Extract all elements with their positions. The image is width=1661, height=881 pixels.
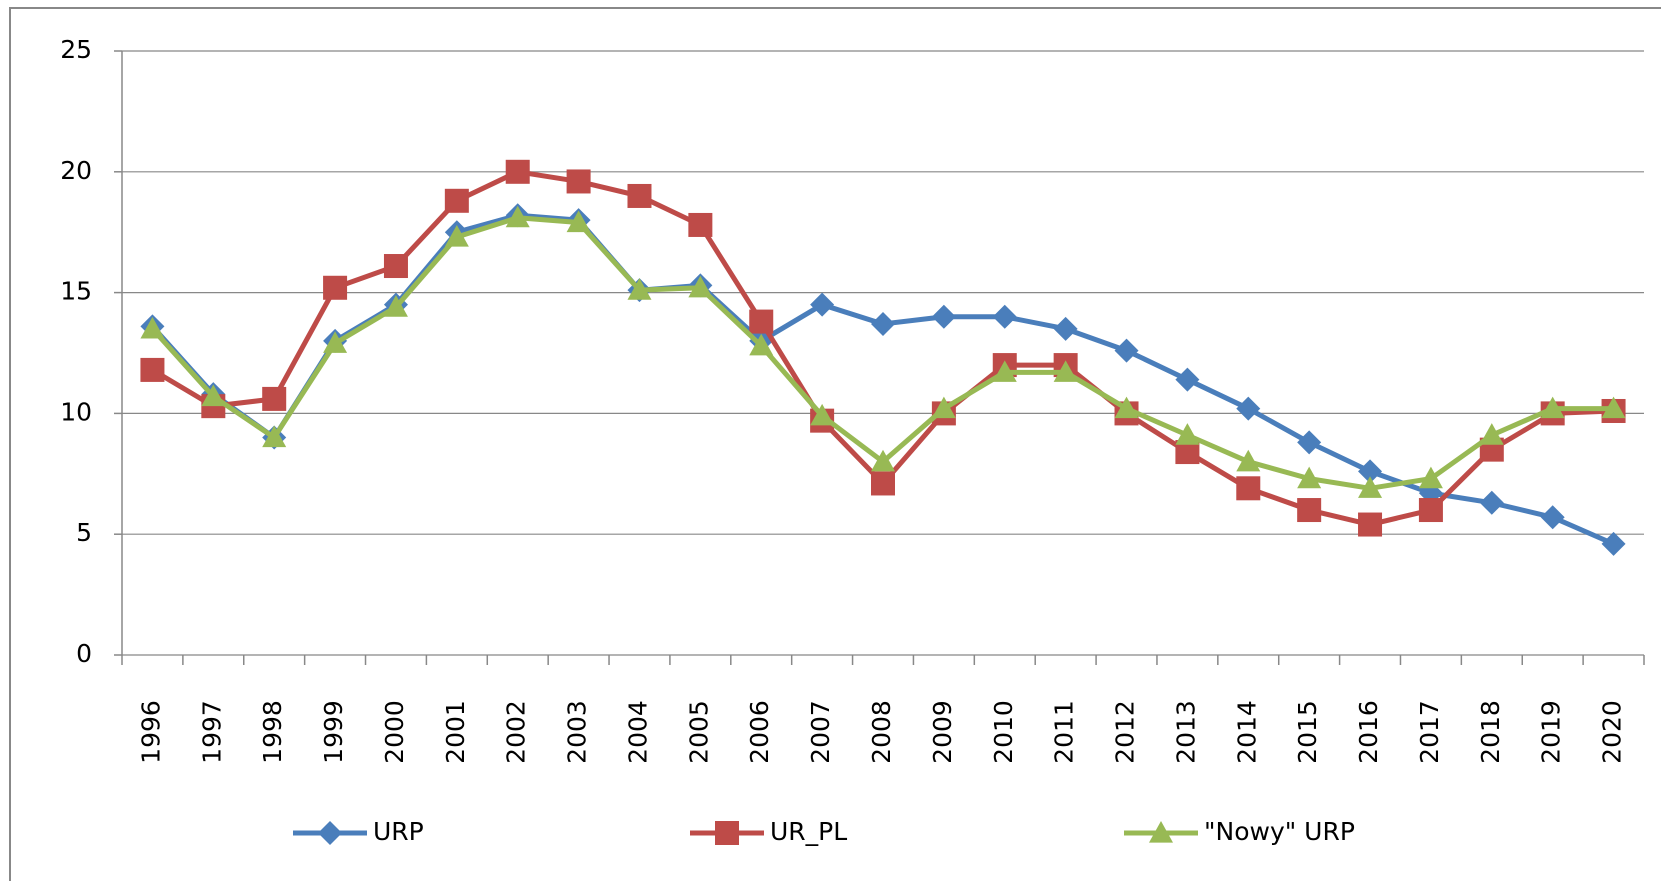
x-tick-label: 2009	[928, 700, 957, 764]
marker	[1601, 531, 1626, 556]
marker	[1540, 505, 1565, 530]
x-tick-label: 2000	[380, 700, 409, 764]
x-tick-label: 2013	[1171, 700, 1200, 764]
marker	[810, 403, 835, 426]
marker	[871, 471, 895, 496]
marker	[810, 292, 835, 317]
marker	[1236, 449, 1261, 472]
marker	[1358, 476, 1383, 498]
marker	[1053, 360, 1078, 382]
legend-label: UR_PL	[770, 817, 847, 846]
marker	[688, 275, 713, 298]
marker	[871, 449, 895, 472]
marker	[566, 169, 591, 194]
y-tick-label: 10	[60, 397, 92, 426]
x-tick-label: 2005	[684, 700, 713, 764]
x-tick-label: 2006	[745, 700, 774, 764]
x-tick-label: 1998	[258, 700, 287, 764]
x-tick-label: 2010	[989, 700, 1018, 764]
marker	[140, 316, 165, 339]
marker	[1236, 396, 1261, 421]
marker	[688, 212, 713, 237]
marker	[992, 360, 1017, 382]
x-tick-label: 2019	[1537, 700, 1566, 764]
x-tick-label: 2014	[1232, 700, 1261, 764]
x-tick-label: 2002	[502, 700, 531, 764]
marker	[871, 312, 895, 337]
marker	[1418, 466, 1443, 489]
x-tick-label: 2020	[1598, 700, 1627, 764]
marker	[1149, 821, 1173, 843]
marker	[383, 254, 408, 279]
marker	[1297, 466, 1322, 489]
x-tick-label: 1996	[136, 700, 165, 764]
marker	[1175, 423, 1200, 445]
marker	[749, 309, 774, 334]
marker	[318, 821, 342, 845]
legend-label: URP	[373, 817, 424, 846]
marker	[566, 210, 591, 233]
marker	[323, 275, 348, 300]
marker	[1479, 423, 1504, 445]
marker	[262, 386, 287, 411]
marker	[931, 396, 956, 419]
marker	[1358, 459, 1383, 484]
x-tick-label: 2018	[1476, 700, 1505, 764]
marker	[505, 205, 530, 228]
marker	[444, 188, 469, 213]
legend-label: "Nowy" URP	[1204, 817, 1355, 846]
marker	[1175, 367, 1200, 392]
marker	[749, 333, 774, 356]
y-tick-label: 0	[76, 639, 92, 668]
marker	[1418, 498, 1443, 523]
x-tick-label: 2004	[623, 700, 652, 764]
marker	[1358, 512, 1383, 537]
x-tick-label: 2015	[1293, 700, 1322, 764]
marker	[140, 357, 165, 382]
x-tick-label: 2017	[1415, 700, 1444, 764]
x-tick-label: 1997	[197, 700, 226, 764]
x-tick-label: 2008	[867, 700, 896, 764]
marker	[1114, 396, 1139, 419]
chart-frame	[9, 7, 1661, 881]
marker	[1297, 498, 1322, 523]
x-tick-label: 1999	[319, 700, 348, 764]
x-tick-label: 2012	[1111, 700, 1140, 764]
y-tick-label: 25	[60, 35, 92, 64]
y-tick-label: 5	[76, 518, 92, 547]
x-tick-label: 2016	[1354, 700, 1383, 764]
marker	[627, 183, 652, 208]
marker	[201, 384, 226, 407]
marker	[1053, 316, 1078, 341]
marker	[715, 821, 739, 845]
y-tick-label: 20	[60, 156, 92, 185]
marker	[627, 278, 652, 300]
series-line	[150, 215, 1614, 491]
x-tick-label: 2003	[563, 700, 592, 764]
marker	[992, 304, 1017, 329]
marker	[1114, 338, 1139, 363]
marker	[931, 304, 956, 329]
x-tick-label: 2011	[1050, 700, 1079, 764]
marker	[1236, 476, 1261, 501]
x-tick-label: 2001	[441, 700, 470, 764]
y-tick-label: 15	[60, 277, 92, 306]
x-tick-label: 2007	[806, 700, 835, 764]
marker	[1601, 396, 1626, 419]
marker	[505, 159, 530, 184]
marker	[1297, 430, 1322, 455]
marker	[323, 331, 348, 353]
marker	[444, 225, 469, 247]
marker	[1540, 396, 1565, 419]
marker	[1479, 490, 1504, 515]
marker	[262, 425, 287, 448]
marker	[383, 295, 408, 317]
